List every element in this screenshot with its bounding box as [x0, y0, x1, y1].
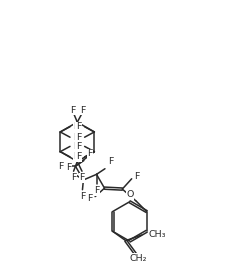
Text: F: F	[76, 152, 81, 161]
Text: F: F	[71, 106, 76, 115]
Text: F: F	[71, 174, 76, 182]
Text: F: F	[134, 172, 139, 181]
Text: F: F	[73, 142, 79, 151]
Text: F: F	[79, 174, 85, 182]
Text: F: F	[80, 106, 85, 115]
Text: CH₂: CH₂	[129, 254, 147, 263]
Text: F: F	[58, 162, 64, 171]
Text: F: F	[108, 158, 114, 166]
Text: F: F	[66, 163, 72, 172]
Text: F: F	[87, 194, 93, 203]
Text: O: O	[126, 190, 134, 199]
Text: F: F	[76, 133, 81, 142]
Text: F: F	[76, 122, 81, 131]
Text: F: F	[87, 149, 93, 158]
Text: F: F	[94, 186, 99, 195]
Text: CH₃: CH₃	[148, 230, 166, 238]
Text: F: F	[73, 133, 79, 142]
Text: F: F	[76, 142, 81, 151]
Text: F: F	[73, 122, 79, 131]
Text: F: F	[73, 152, 79, 161]
Text: F: F	[80, 192, 85, 201]
